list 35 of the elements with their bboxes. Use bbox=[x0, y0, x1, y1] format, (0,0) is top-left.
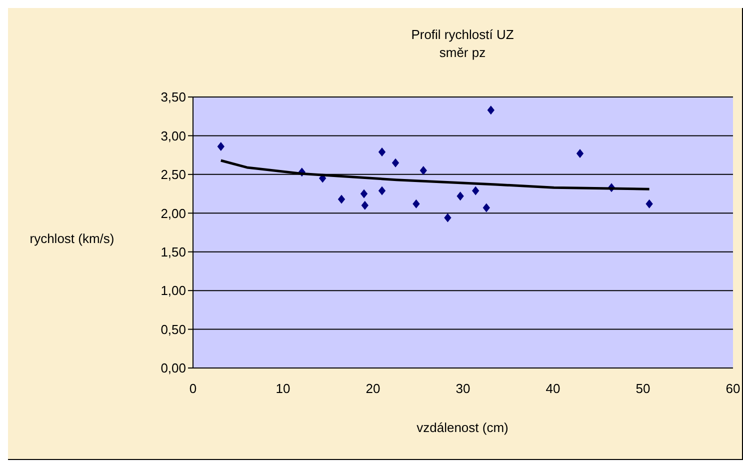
point bbox=[646, 199, 653, 208]
point bbox=[456, 192, 464, 201]
x-tick-label: 20 bbox=[366, 381, 380, 396]
y-tick-label: 0,50 bbox=[160, 322, 186, 337]
x-tick-label: 30 bbox=[456, 381, 470, 396]
x-tick-label: 60 bbox=[726, 381, 740, 396]
chart-subtitle: směr pz bbox=[438, 44, 487, 62]
point bbox=[378, 186, 386, 196]
y-tick-label: 1,50 bbox=[160, 244, 186, 260]
y-tick-label: 1,00 bbox=[160, 283, 186, 298]
point bbox=[482, 203, 490, 212]
y-tick-label: 3,50 bbox=[160, 90, 186, 105]
point bbox=[392, 158, 400, 168]
point bbox=[420, 166, 427, 176]
y-tick-label: 2,00 bbox=[160, 206, 186, 221]
point bbox=[360, 189, 368, 198]
y-tick-label: 2,50 bbox=[160, 167, 186, 182]
point bbox=[217, 142, 224, 152]
point bbox=[487, 106, 494, 115]
chart-title: Profil rychlostí UZ bbox=[410, 26, 515, 44]
x-tick-label: 50 bbox=[636, 381, 650, 396]
point bbox=[576, 149, 584, 158]
y-tick-label: 3,00 bbox=[160, 128, 186, 144]
point bbox=[412, 199, 420, 208]
y-tick-label: 0,00 bbox=[160, 360, 186, 376]
point bbox=[444, 213, 452, 222]
point bbox=[378, 147, 386, 156]
x-tick-label: 10 bbox=[276, 381, 290, 396]
x-tick-label: 0 bbox=[189, 381, 197, 396]
point bbox=[338, 194, 346, 204]
point bbox=[472, 186, 480, 196]
y-axis-title: rychlost (km/s) bbox=[28, 231, 116, 246]
x-axis-title: vzdálenost (cm) bbox=[416, 420, 510, 435]
x-tick-label: 40 bbox=[546, 381, 560, 396]
point bbox=[361, 200, 368, 210]
